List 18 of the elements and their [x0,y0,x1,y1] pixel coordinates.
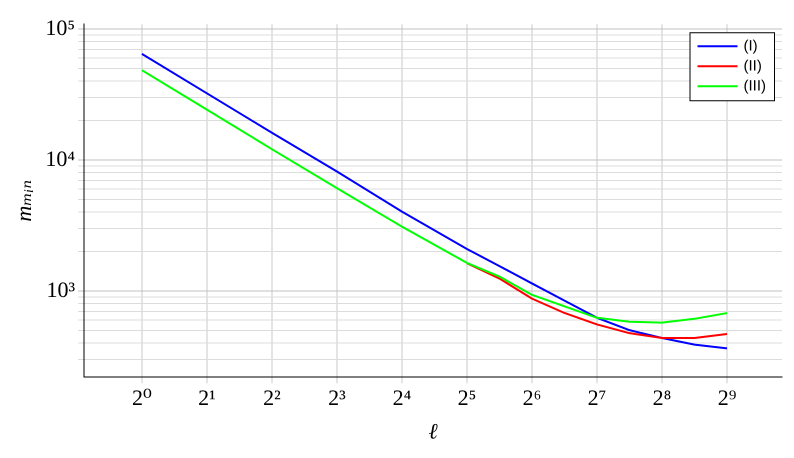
x-tick-label: 2¹ [198,385,216,410]
x-tick-label: 2⁰ [132,385,152,410]
x-tick-label: 2² [263,385,282,410]
legend-label: (II) [744,57,762,74]
x-axis-title: ℓ [428,418,438,444]
x-tick-label: 2⁴ [392,385,412,410]
x-tick-label: 2⁵ [458,385,476,410]
legend-label: (III) [744,77,766,94]
y-axis-title: mₘᵢₙ [10,180,36,222]
y-tick-label: 10⁵ [45,14,76,40]
y-tick-label: 10³ [46,276,76,302]
x-tick-label: 2⁸ [652,385,672,410]
x-tick-label: 2⁷ [588,385,606,410]
legend-label: (I) [744,37,758,54]
x-tick-label: 2⁶ [522,385,542,410]
x-tick-label: 2⁹ [718,385,737,410]
y-tick-label: 10⁴ [45,146,76,171]
x-tick-label: 2³ [328,385,346,410]
